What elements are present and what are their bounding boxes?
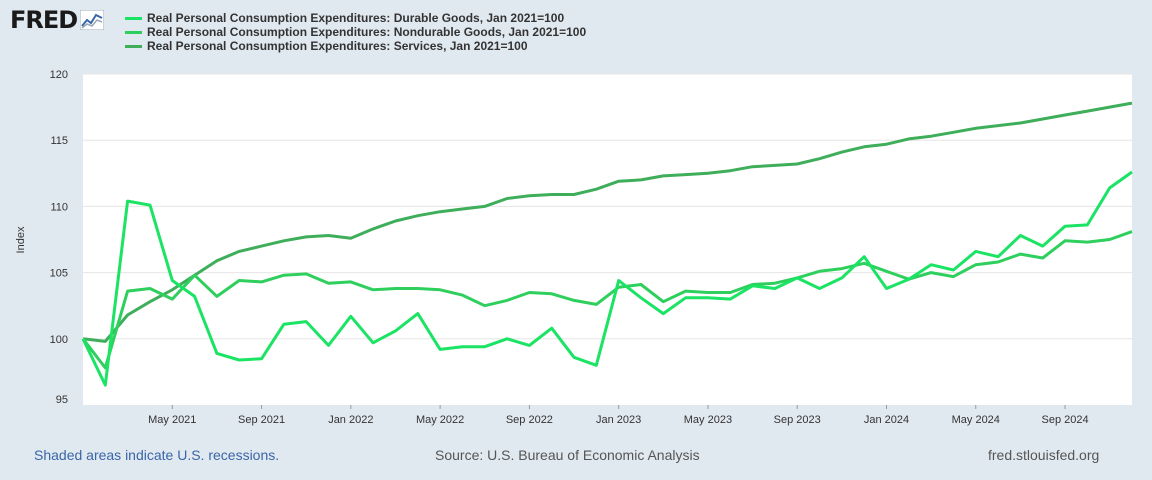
y-axis-label: Index <box>15 226 27 253</box>
series-lines <box>81 101 1133 387</box>
legend-label-durable: Real Personal Consumption Expenditures: … <box>147 11 565 25</box>
y-axis-ticks: 95 100 105 110 115 120 <box>50 69 68 406</box>
x-tick-label: May 2024 <box>952 414 1000 426</box>
y-tick-label: 120 <box>50 69 68 81</box>
series-line-nondurable-goods[interactable] <box>81 230 1133 370</box>
x-tick-label: May 2022 <box>416 414 464 426</box>
y-tick-label: 100 <box>50 334 68 346</box>
x-tick-label: Sep 2024 <box>1041 414 1088 426</box>
chart-legend: Real Personal Consumption Expenditures: … <box>125 11 586 53</box>
y-tick-label: 110 <box>50 201 68 213</box>
series-line-durable-goods[interactable] <box>81 170 1133 387</box>
grid-lines <box>83 73 1132 340</box>
legend-label-nondurable: Real Personal Consumption Expenditures: … <box>147 25 587 39</box>
y-tick-label: 115 <box>50 135 68 147</box>
legend-swatch-nondurable <box>125 30 142 34</box>
legend-swatch-durable <box>125 16 142 20</box>
fred-logo[interactable]: FRED <box>10 6 105 34</box>
x-tick-label: Sep 2023 <box>774 414 821 426</box>
fred-url-link[interactable]: fred.stlouisfed.org <box>988 447 1100 463</box>
plot-area <box>83 74 1132 405</box>
fred-logo-text: FRED <box>10 6 78 34</box>
x-tick-label: Sep 2021 <box>238 414 285 426</box>
legend-label-services: Real Personal Consumption Expenditures: … <box>147 39 528 53</box>
y-tick-label: 95 <box>56 394 68 406</box>
recession-note-link[interactable]: Shaded areas indicate U.S. recessions. <box>34 447 280 463</box>
x-tick-label: Jan 2023 <box>596 414 641 426</box>
x-tick-label: Jan 2022 <box>328 414 373 426</box>
x-axis-ticks: May 2021 Sep 2021 Jan 2022 May 2022 Sep 2022… <box>148 405 1089 426</box>
x-tick-label: Sep 2022 <box>506 414 553 426</box>
legend-item-durable[interactable]: Real Personal Consumption Expenditures: … <box>125 11 586 25</box>
legend-item-services[interactable]: Real Personal Consumption Expenditures: … <box>125 39 586 53</box>
line-chart: 95 100 105 110 115 120 May 2021 Sep 2021 Jan 20… <box>15 69 1133 426</box>
x-tick-label: Jan 2024 <box>864 414 909 426</box>
legend-item-nondurable[interactable]: Real Personal Consumption Expenditures: … <box>125 25 586 39</box>
x-tick-label: May 2021 <box>148 414 196 426</box>
y-tick-label: 105 <box>50 268 68 280</box>
x-tick-label: May 2023 <box>684 414 732 426</box>
legend-swatch-services <box>125 44 142 48</box>
series-line-services[interactable] <box>82 101 1133 343</box>
source-text: Source: U.S. Bureau of Economic Analysis <box>435 447 700 463</box>
fred-chart-icon <box>80 10 105 30</box>
